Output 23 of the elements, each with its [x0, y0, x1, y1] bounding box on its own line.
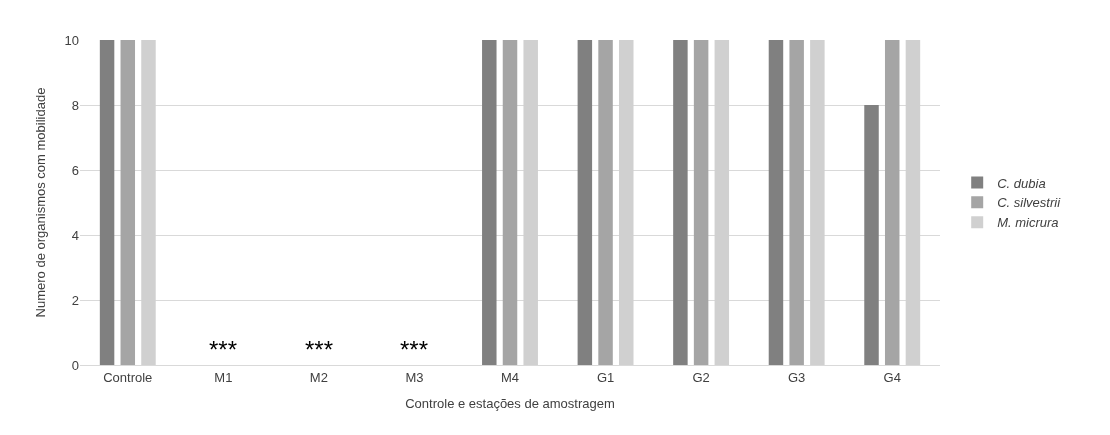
y-tick-label: 6 — [71, 162, 79, 178]
y-axis-title: Numero de organismos com mobilidade — [33, 87, 49, 318]
legend-label: M. micrura — [997, 215, 1059, 231]
x-axis-title: Controle e estações de amostragem — [405, 396, 615, 412]
x-tick-label: G1 — [596, 369, 615, 385]
y-tick-label: 8 — [71, 97, 79, 113]
annotation: *** — [209, 336, 238, 363]
annotation: *** — [305, 336, 334, 363]
annotation: *** — [400, 336, 429, 363]
x-tick-label: G4 — [883, 369, 901, 385]
legend-label: C. silvestrii — [997, 195, 1062, 211]
x-tick-label: M4 — [500, 369, 520, 385]
x-tick-label: M2 — [309, 369, 328, 385]
legend-label: C. dubia — [997, 175, 1046, 191]
y-tick-label: 0 — [71, 357, 79, 373]
y-tick-label: 4 — [71, 227, 79, 243]
y-tick-label: 10 — [64, 32, 79, 48]
x-tick-label: Controle — [103, 369, 153, 385]
x-tick-label: M1 — [214, 369, 233, 385]
x-tick-label: G2 — [692, 369, 710, 385]
x-tick-label: M3 — [405, 369, 424, 385]
x-tick-label: G3 — [788, 369, 806, 385]
y-tick-label: 2 — [71, 292, 79, 308]
